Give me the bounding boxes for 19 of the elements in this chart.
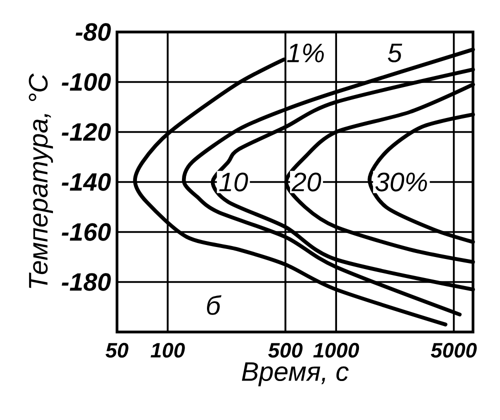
y-tick-label: -180	[62, 273, 111, 291]
y-tick-label: -80	[76, 23, 111, 41]
x-tick-label: 1000	[313, 342, 360, 358]
y-tick-label: -100	[62, 73, 111, 91]
y-tick-label: -140	[62, 173, 111, 191]
annotation: 1%	[287, 44, 324, 62]
annotation: б	[206, 295, 222, 315]
annotation: 20	[292, 172, 322, 192]
x-tick-label: 5000	[430, 342, 477, 358]
x-tick-label: 50	[106, 342, 128, 358]
annotation: 10	[219, 172, 248, 192]
y-tick-label: -160	[62, 223, 111, 241]
y-tick-label: -120	[62, 123, 111, 141]
x-tick-label: 500	[268, 342, 303, 358]
x-tick-label: 100	[150, 342, 185, 358]
annotation: 5	[388, 44, 402, 62]
x-axis-title: Время, с	[242, 362, 349, 386]
annotation: 30%	[375, 172, 427, 192]
y-axis-title: Температура, °С	[28, 74, 53, 288]
